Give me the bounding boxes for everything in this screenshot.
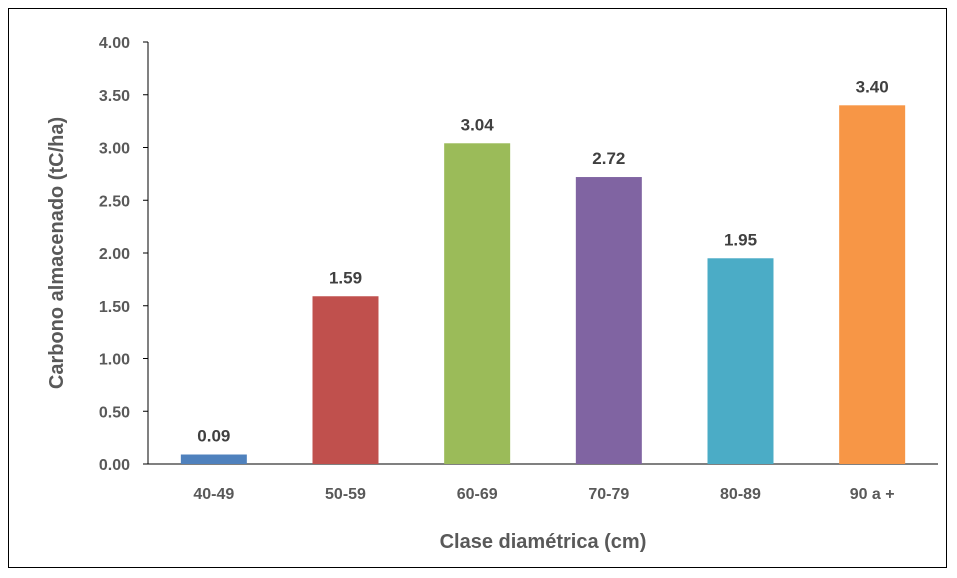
bar xyxy=(444,143,511,464)
bar xyxy=(839,105,906,465)
bar-value-label: 1.59 xyxy=(329,268,362,287)
x-tick-label: 90 a + xyxy=(850,486,895,503)
bar xyxy=(707,258,774,464)
x-tick-label: 50-59 xyxy=(325,486,366,503)
bar xyxy=(575,177,642,465)
bar xyxy=(312,296,379,464)
bar-value-label: 1.95 xyxy=(724,230,757,249)
bar-value-label: 3.04 xyxy=(461,115,495,134)
x-tick-label: 60-69 xyxy=(457,486,498,503)
x-tick-label: 40-49 xyxy=(193,486,234,503)
y-tick-label: 3.00 xyxy=(99,141,130,158)
y-tick-label: 1.00 xyxy=(99,352,130,369)
y-tick-label: 1.50 xyxy=(99,299,130,316)
x-axis-title: Clase diamétrica (cm) xyxy=(440,531,647,553)
bar-value-label: 2.72 xyxy=(592,149,625,168)
bar xyxy=(180,454,247,464)
y-tick-label: 4.00 xyxy=(99,35,130,52)
y-tick-label: 2.50 xyxy=(99,193,130,210)
y-axis-ticks: 0.00 0.50 1.00 1.50 2.00 2.50 3.00 3.50 4.00 xyxy=(99,35,148,474)
y-tick-label: 3.50 xyxy=(99,88,130,105)
x-tick-label: 80-89 xyxy=(720,486,761,503)
y-tick-label: 2.00 xyxy=(99,246,130,263)
y-tick-label: 0.00 xyxy=(99,457,130,474)
bars: 0.09 1.59 3.04 2.72 1.95 3.40 xyxy=(180,77,906,465)
x-axis-ticks: 40-49 50-59 60-69 70-79 80-89 90 a + xyxy=(193,486,894,503)
bar-value-label: 0.09 xyxy=(197,427,230,446)
y-tick-label: 0.50 xyxy=(99,404,130,421)
x-tick-label: 70-79 xyxy=(588,486,629,503)
y-axis-title: Carbono almacenado (tC/ha) xyxy=(46,117,68,389)
bar-value-label: 3.40 xyxy=(856,77,889,96)
